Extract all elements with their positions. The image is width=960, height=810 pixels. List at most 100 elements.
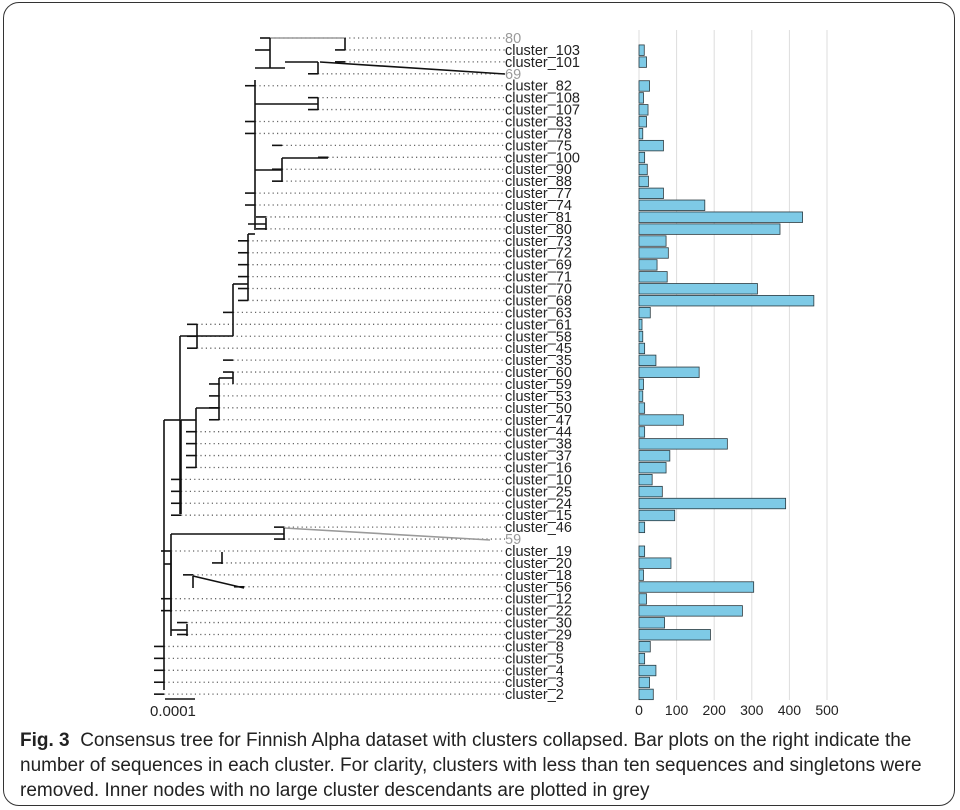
leaf-label: cluster_24	[505, 496, 572, 512]
leaf-label: cluster_73	[505, 234, 572, 250]
leaf-label: cluster_88	[505, 174, 572, 190]
figure-label: Fig. 3	[20, 730, 70, 751]
leaf-label: cluster_74	[505, 198, 572, 214]
bar	[638, 390, 644, 402]
leaf-label: cluster_47	[505, 413, 572, 429]
leaf-label: cluster_20	[505, 556, 572, 572]
bar	[638, 378, 644, 390]
bar	[638, 402, 646, 414]
leaf-label: cluster_53	[505, 389, 572, 405]
bar	[638, 652, 646, 665]
bar	[638, 485, 663, 498]
tree-branch	[319, 61, 506, 75]
leaf-label: cluster_101	[505, 55, 580, 71]
bar	[638, 295, 815, 307]
leaf-label: cluster_108	[505, 91, 580, 107]
bar	[638, 104, 649, 116]
bar	[638, 163, 648, 176]
bar	[638, 593, 647, 605]
leaf-label: cluster_58	[505, 329, 572, 345]
leaf-label: cluster_4	[505, 663, 564, 679]
figure-frame	[3, 2, 955, 806]
grey-node-label: 80	[505, 31, 521, 47]
tree-leaf-labels: 80cluster_103cluster_10169cluster_82clus…	[505, 31, 580, 703]
bar	[638, 235, 667, 247]
leaf-label: cluster_75	[505, 138, 572, 154]
figure-caption: Fig. 3 Consensus tree for Finnish Alpha …	[20, 728, 945, 803]
leaf-label: cluster_38	[505, 437, 572, 453]
bar	[638, 366, 700, 378]
leaf-label: cluster_5	[505, 651, 564, 667]
bar	[638, 175, 649, 188]
leaf-label: cluster_16	[505, 460, 572, 476]
leaf-label: cluster_18	[505, 568, 572, 584]
leaf-label: cluster_29	[505, 628, 572, 644]
bar	[638, 545, 646, 557]
bar-chart: 0 100 200 300 400 500	[635, 30, 839, 718]
x-tick-label: 300	[740, 702, 764, 718]
phylogenetic-tree	[154, 37, 506, 695]
leaf-label: cluster_81	[505, 210, 572, 226]
bar	[638, 581, 755, 593]
x-tick-label: 100	[665, 702, 689, 718]
leaf-label: cluster_69	[505, 258, 572, 274]
bar	[638, 414, 684, 426]
bar	[638, 617, 665, 629]
bar	[638, 629, 711, 641]
bar	[638, 641, 651, 653]
leaf-label: cluster_44	[505, 425, 572, 441]
bar	[638, 509, 676, 522]
leaf-label: cluster_90	[505, 162, 572, 178]
grey-node-label: 59	[505, 532, 521, 548]
leaf-label: cluster_2	[505, 687, 564, 703]
bar	[638, 139, 664, 152]
leaf-label: cluster_35	[505, 353, 572, 369]
bar	[638, 569, 644, 581]
bar	[638, 354, 657, 367]
leaf-label: cluster_60	[505, 365, 572, 381]
bar	[638, 259, 658, 271]
leaf-label: cluster_100	[505, 150, 580, 166]
tree-branch	[283, 527, 491, 541]
bar	[638, 664, 657, 677]
x-tick-label: 200	[703, 702, 727, 718]
x-tick-label: 400	[778, 702, 802, 718]
leaf-label: cluster_103	[505, 43, 580, 59]
leaf-label: cluster_59	[505, 377, 572, 393]
leaf-label: cluster_63	[505, 305, 572, 321]
bar	[638, 450, 671, 462]
leaf-label: cluster_8	[505, 639, 564, 655]
bar	[638, 187, 664, 199]
leaf-label: cluster_83	[505, 115, 572, 131]
leaf-label: cluster_68	[505, 293, 572, 309]
bar	[638, 223, 781, 235]
bar	[638, 44, 645, 56]
bar	[638, 318, 643, 331]
bar	[638, 211, 803, 223]
bar	[638, 330, 644, 343]
figure-graphic: 80cluster_103cluster_10169cluster_82clus…	[150, 30, 839, 720]
bar	[638, 199, 706, 211]
bar	[638, 497, 787, 510]
bar	[638, 151, 646, 164]
leaf-label: cluster_72	[505, 246, 572, 262]
bar	[638, 462, 667, 474]
leaf-label: cluster_82	[505, 79, 572, 95]
leaf-label: cluster_37	[505, 449, 572, 465]
bar	[638, 306, 651, 319]
bar	[638, 605, 743, 617]
bar	[638, 688, 654, 701]
bar	[638, 247, 669, 259]
x-tick-label: 500	[815, 702, 839, 718]
x-tick-label: 0	[635, 702, 643, 718]
leaf-label: cluster_56	[505, 580, 572, 596]
bar	[638, 116, 647, 128]
bar	[638, 80, 650, 92]
leaf-label: cluster_78	[505, 126, 572, 142]
leaf-label: cluster_50	[505, 401, 572, 417]
leaf-label: cluster_80	[505, 222, 572, 238]
leaf-label: cluster_19	[505, 544, 572, 560]
leaf-label: cluster_3	[505, 675, 564, 691]
bar	[638, 676, 650, 689]
caption-text: Consensus tree for Finnish Alpha dataset…	[20, 730, 922, 801]
